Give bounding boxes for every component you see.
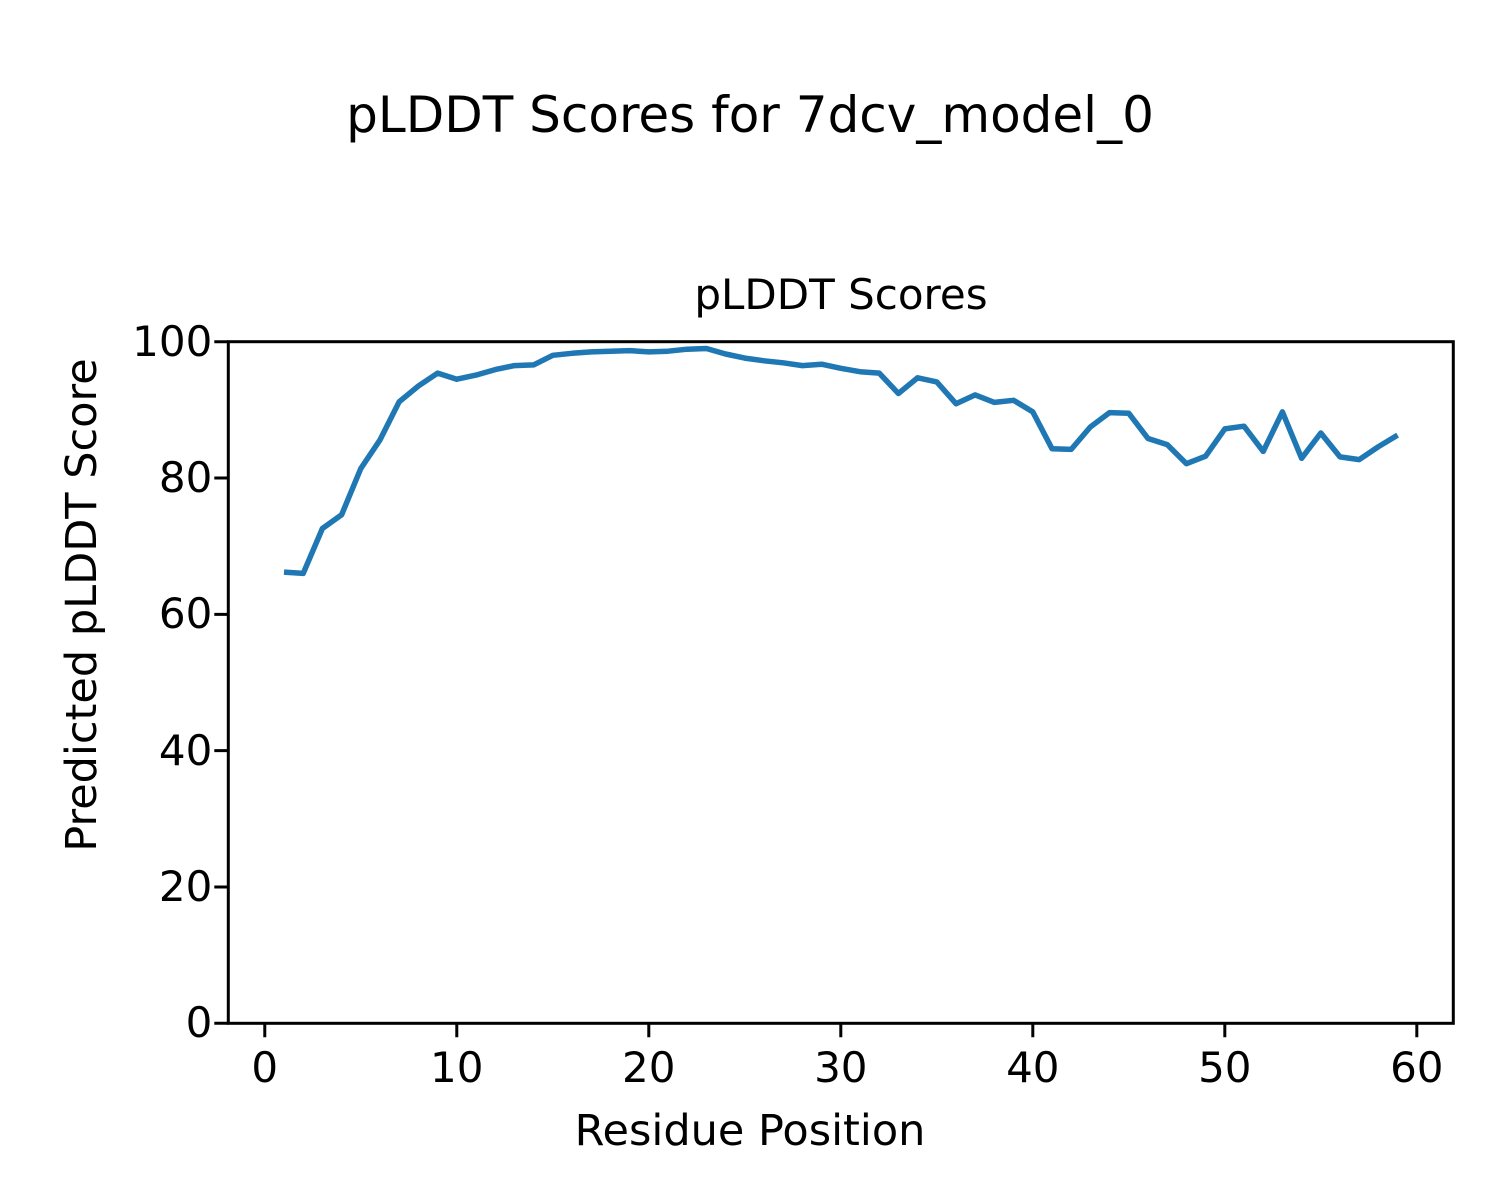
x-tick-label: 30 — [814, 1043, 868, 1092]
y-tick-label: 100 — [132, 316, 213, 366]
y-tick-label: 60 — [158, 589, 213, 639]
x-tick-label: 0 — [251, 1043, 279, 1092]
y-tick-label: 80 — [158, 453, 213, 503]
tick-marks — [214, 340, 1419, 1038]
y-tick-label: 40 — [158, 725, 213, 775]
x-tick-label: 10 — [430, 1043, 484, 1092]
x-tick-label: 60 — [1390, 1043, 1444, 1092]
x-tick-label: 20 — [622, 1043, 676, 1092]
x-tick-label: 50 — [1198, 1043, 1252, 1092]
data-line-plddt — [283, 345, 1400, 577]
y-tick-label: 20 — [158, 861, 213, 911]
y-tick-label: 0 — [185, 998, 213, 1048]
x-tick-label: 40 — [1006, 1043, 1060, 1092]
figure-title: pLDDT Scores for 7dcv_model_0 — [346, 86, 1154, 144]
x-axis-label: Residue Position — [574, 1106, 926, 1156]
y-axis-label-text: Predicted pLDDT Score — [57, 358, 107, 852]
axes-title: pLDDT Scores — [694, 270, 988, 319]
